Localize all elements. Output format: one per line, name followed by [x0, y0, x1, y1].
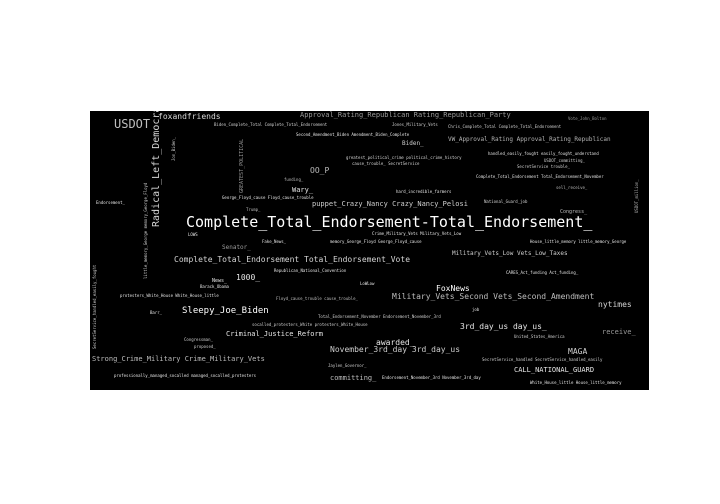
word: USDOT: [114, 117, 151, 131]
word: Total_Endorsement_November Endorsement_N…: [318, 314, 441, 319]
word: George_Floyd_cause Floyd_cause_trouble: [222, 195, 314, 200]
word: November_3rd_day 3rd_day_us: [330, 345, 461, 354]
word: MAGA: [568, 347, 588, 356]
word: hard_incredible_farmers: [396, 189, 452, 194]
word: professionally_managed_socalled managed_…: [114, 373, 257, 378]
word: Barack_Obama: [200, 284, 229, 289]
word: VW_Approval_Rating Approval_Rating_Repub…: [448, 136, 611, 143]
word: Senator_: [222, 244, 251, 251]
word: Second_Amendment_Biden Amendment_Biden_C…: [296, 132, 410, 137]
word: awarded_: [376, 338, 415, 347]
word: Republican_National_Convention: [274, 268, 347, 273]
word: foxandfriends: [158, 112, 221, 121]
word: House_little_memory little_memory_George: [530, 239, 627, 244]
word: funding_: [284, 177, 304, 182]
word: receive_: [602, 328, 636, 336]
word: Jon_Biden_: [171, 136, 176, 161]
word: greatest_political_crime political_crime…: [346, 155, 462, 160]
word: SecretService_handled_easily_fought: [92, 264, 97, 349]
word: Wary_: [292, 186, 314, 194]
word: protesters_White_House White_House_littl…: [120, 293, 219, 298]
word: Complete_Total_Endorsement-Total_Endorse…: [186, 213, 593, 231]
word: Biden_: [402, 140, 424, 147]
word: GREATEST_POLITICAL: [239, 138, 245, 193]
word: White_House_little House_little_memory: [530, 380, 622, 385]
word: SecretService_handled SecretService_hand…: [482, 357, 603, 362]
word: Approval_Rating_Republican Rating_Republ…: [300, 111, 511, 119]
word: LOWS: [188, 232, 198, 237]
word-cloud: USDOT foxandfriends Approval_Rating_Repu…: [90, 111, 649, 390]
word: sell_receive_: [556, 185, 588, 190]
word: Fake_News_: [262, 239, 287, 244]
word: handled_easily_fought easily_fought_unde…: [488, 151, 599, 156]
word: Chris_Complete_Total Complete_Total_Endo…: [448, 124, 562, 129]
word: USDOT_million_: [634, 179, 639, 213]
word: Barr_: [150, 310, 163, 315]
word: National_Guard_job: [484, 199, 528, 204]
word: Radical_Left_Democrat: [151, 111, 162, 227]
word: LoWLow: [360, 281, 375, 286]
word: little_memory_George memory_George_Floyd: [143, 182, 148, 279]
word: Endorsement_November_3rd November_3rd_da…: [382, 375, 481, 380]
word: puppet_Crazy_Nancy Crazy_Nancy_Pelosi: [312, 200, 468, 208]
word: cause_trouble_ SecretService: [352, 161, 420, 166]
word: Sleepy_Joe_Biden: [182, 306, 269, 316]
word: Biden_Complete_Total Complete_Total_Endo…: [214, 122, 328, 127]
word: Jaylen_Governor_: [328, 363, 367, 368]
word: committing_: [330, 374, 377, 382]
word: Endorsement_: [96, 200, 125, 205]
word: 1000_: [236, 273, 261, 282]
word: OO_P: [310, 166, 330, 175]
word: Military_Vets_Second Vets_Second_Amendme…: [392, 292, 595, 301]
word: memory_George_Floyd George_Floyd_cause: [330, 239, 422, 244]
word: CARES_Act_funding Act_funding_: [506, 270, 579, 275]
word: proposed_: [194, 344, 216, 349]
word: SecretService trouble_: [517, 164, 570, 169]
word: nytimes: [598, 300, 632, 309]
word: Complete_Total_Endorsement Total_Endorse…: [174, 255, 411, 264]
word: Trump_: [246, 207, 261, 212]
word: Strong_Crime_Military Crime_Military_Vet…: [92, 355, 265, 363]
word: job: [472, 307, 480, 312]
word: Vote_John_Bolton: [568, 116, 607, 121]
word: Congressman_: [184, 337, 213, 342]
word: Complete_Total_Endorsement Total_Endorse…: [476, 174, 604, 179]
word: Floyd_cause_trouble cause_trouble_: [276, 296, 358, 301]
word: 3rd_day_us day_us_: [460, 322, 547, 331]
word: Crime_Military_Vets Military_Vets_Low: [372, 231, 462, 236]
word: FoxNews: [436, 284, 470, 293]
word: News_: [212, 278, 228, 284]
word: Congress_: [560, 209, 588, 215]
word: Military_Vets_Low Vets_Low_Taxes: [452, 250, 568, 257]
word: socalled_protesters_White protesters_Whi…: [252, 322, 368, 327]
word: CALL_NATIONAL_GUARD: [514, 366, 595, 374]
word: United_States_America: [514, 334, 565, 339]
word: USDOT_committing_: [544, 158, 585, 163]
word: Jones_Military_Vets: [392, 122, 438, 127]
word: Criminal_Justice_Reform: [226, 330, 323, 338]
